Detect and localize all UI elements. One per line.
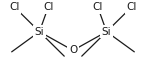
Text: Cl: Cl <box>9 2 20 12</box>
Text: Cl: Cl <box>126 2 137 12</box>
Text: Cl: Cl <box>43 2 53 12</box>
Text: O: O <box>69 45 77 55</box>
Text: Si: Si <box>102 27 111 37</box>
Text: Si: Si <box>35 27 44 37</box>
Text: Cl: Cl <box>93 2 103 12</box>
